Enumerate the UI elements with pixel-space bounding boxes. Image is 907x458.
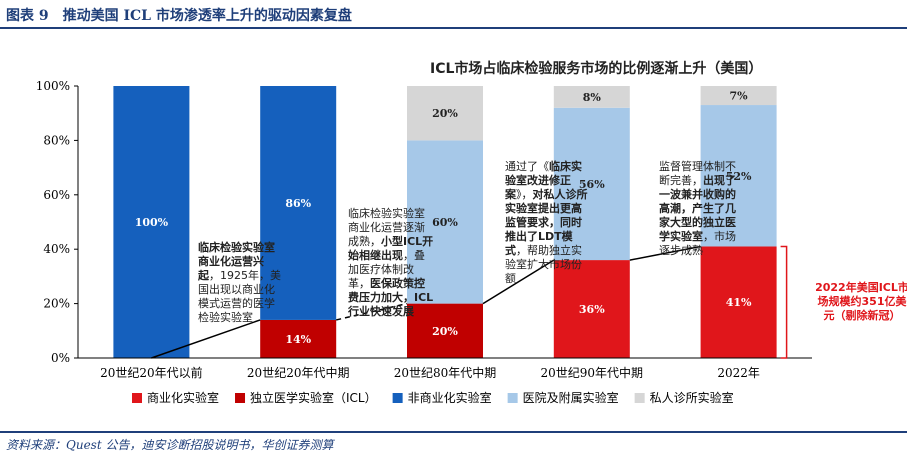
data-label: 8%: [583, 91, 602, 104]
data-label: 20%: [432, 107, 458, 120]
y-tick-label: 60%: [43, 188, 70, 202]
legend-label: 医院及附属实验室: [523, 390, 619, 405]
legend-swatch: [235, 393, 246, 403]
trend-line-dashed: [336, 302, 408, 321]
y-tick-label: 0%: [51, 351, 70, 365]
bar-segment: [700, 86, 777, 106]
annotation-3-bold-b: 对私人诊所实验室提出更高监管要求，同时推出了LDT模式: [505, 188, 588, 257]
annotation-3-text-b: 》，: [516, 188, 533, 201]
annotation-2-bold-a: 小型ICL开始相继出现: [348, 235, 434, 262]
annotation-4-bold: 出现了一波兼并收购的高潮，产生了几家大型的独立医学实验室: [659, 174, 736, 243]
y-tick-label: 100%: [36, 79, 70, 93]
annotation-2: 临床检验实验室商业化运营逐渐成熟，小型ICL开始相继出现，叠加医疗体制改革，医保…: [348, 207, 434, 319]
bar-segment: [407, 86, 483, 141]
x-tick-label: 20世纪80年代中期: [394, 365, 497, 380]
trend-line: [151, 319, 261, 359]
legend-label: 商业化实验室: [147, 390, 219, 405]
bar-segment: [407, 303, 483, 358]
bar-segment: [260, 86, 337, 320]
annotation-4-text-b: ，市场逐步成熟: [659, 230, 736, 257]
data-label: 7%: [730, 90, 749, 103]
chart-title: ICL市场占临床检验服务市场的比例逐渐上升（美国）: [430, 61, 763, 77]
stacked-bar-chart: 0%20%40%60%80%100%36%41%0%14%20%100%86%6…: [36, 79, 812, 405]
trend-line: [482, 259, 555, 305]
x-tick-label: 20世纪20年代中期: [247, 365, 350, 380]
trend-line: [629, 245, 701, 261]
y-tick-label: 40%: [43, 242, 70, 256]
x-tick-label: 20世纪20年代以前: [100, 365, 203, 380]
annotation-1-bold: 临床检验实验室商业化运营兴起: [198, 241, 275, 282]
data-label: 56%: [579, 178, 605, 191]
source-note: 资料来源：Quest 公告，迪安诊断招股说明书，华创证券测算: [6, 438, 334, 452]
data-label: 52%: [726, 170, 752, 183]
annotation-4-text-a: 监督管理体制不断完善，: [659, 160, 736, 187]
data-label: 86%: [285, 197, 311, 210]
annotation-1-text: ，1925年，美国出现以商业化模式运营的医学检验实验室: [198, 269, 281, 324]
data-label: 36%: [579, 303, 605, 316]
annotation-2-text-b: ，叠加医疗体制改革，: [348, 249, 425, 290]
data-label: 20%: [432, 325, 458, 338]
bar-segment: [553, 107, 630, 261]
annotation-4: 监督管理体制不断完善，出现了一波兼并收购的高潮，产生了几家大型的独立医学实验室，…: [659, 160, 741, 258]
annotation-3-text-c: ，帮助独立实验室扩大市场份额: [505, 244, 582, 285]
title-rule: [0, 27, 907, 29]
market-bracket: [780, 245, 788, 359]
data-label: 60%: [432, 216, 458, 229]
legend-label: 独立医学实验室（ICL）: [250, 390, 377, 405]
legend-swatch: [634, 393, 645, 403]
source-rule: [0, 431, 907, 433]
annotation-3-text-a: 通过了《: [505, 160, 549, 173]
annotation-2-text-a: 临床检验实验室商业化运营逐渐成熟，: [348, 207, 425, 248]
bar-segment: [700, 105, 777, 247]
data-label: 41%: [726, 296, 752, 309]
bar-segment: [113, 86, 190, 358]
legend-label: 非商业化实验室: [408, 390, 492, 405]
figure-title: 图表 9 推动美国 ICL 市场渗透率上升的驱动因素复盘: [6, 8, 352, 24]
bar-segment: [260, 319, 337, 358]
y-tick-label: 80%: [43, 133, 70, 147]
bar-segment: [553, 86, 630, 108]
data-label: 14%: [285, 333, 311, 346]
bar-segment: [407, 140, 483, 304]
data-label: 100%: [135, 216, 169, 229]
market-size-note: 2022年美国ICL市场规模约351亿美元（剔除新冠）: [815, 281, 907, 322]
annotation-3-bold-a: 临床实验室改进修正案: [505, 160, 582, 201]
legend-swatch: [132, 393, 142, 403]
y-tick-label: 20%: [43, 297, 70, 311]
x-tick-label: 20世纪90年代中期: [541, 365, 644, 380]
x-tick-label: 2022年: [717, 366, 760, 380]
bar-segment: [553, 260, 630, 358]
annotation-1: 临床检验实验室商业化运营兴起，1925年，美国出现以商业化模式运营的医学检验实验…: [198, 241, 284, 325]
legend-label: 私人诊所实验室: [650, 390, 734, 405]
annotation-3: 通过了《临床实验室改进修正案》，对私人诊所实验室提出更高监管要求，同时推出了LD…: [505, 160, 591, 286]
legend-swatch: [392, 393, 403, 403]
annotation-2-bold-b: 医保政策控费压力加大，ICL行业快速发展: [348, 277, 434, 318]
legend-swatch: [507, 393, 518, 403]
bar-segment: [700, 246, 777, 358]
